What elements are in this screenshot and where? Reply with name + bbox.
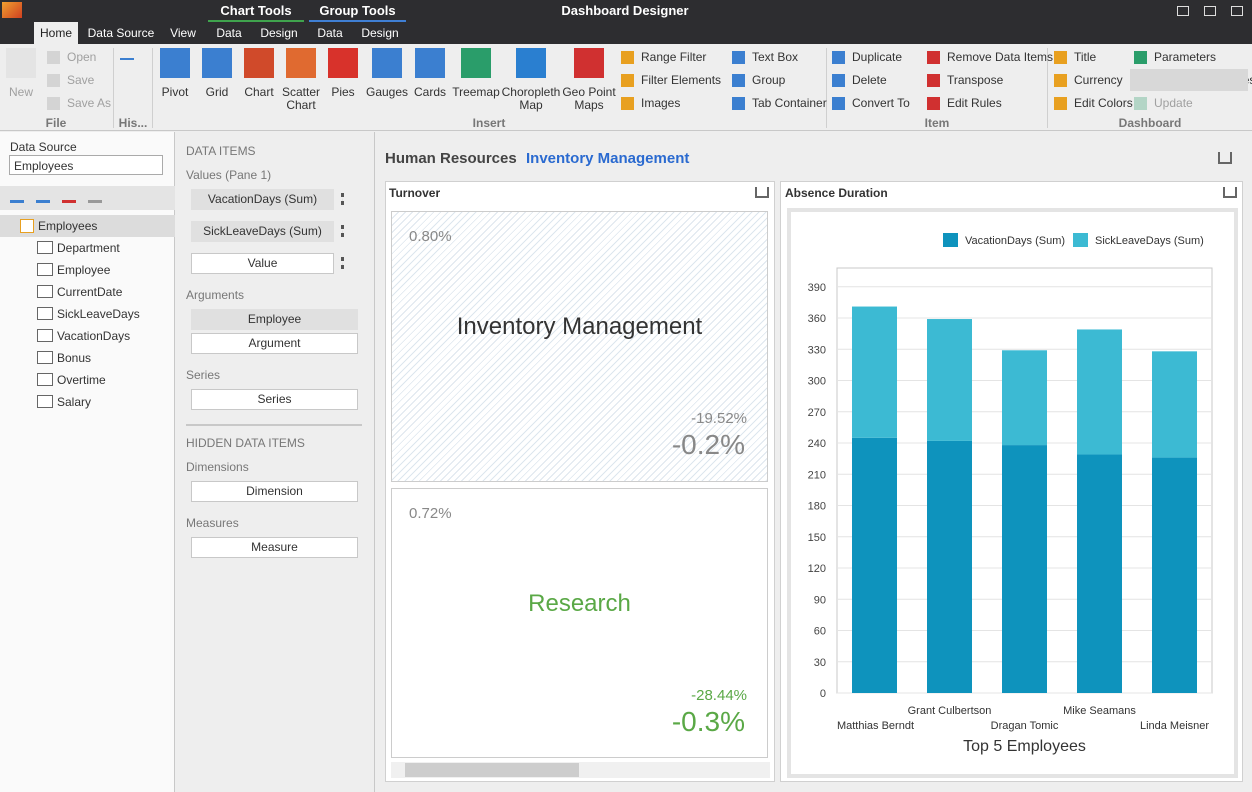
y-tick-label: 60 [814,626,826,638]
x-tick-label: Dragan Tomic [991,720,1059,732]
legend-swatch [1073,233,1088,247]
bar [1077,454,1122,693]
y-tick-label: 30 [814,657,826,669]
bar [1152,351,1197,457]
y-tick-label: 180 [808,501,826,513]
bar [1152,458,1197,693]
y-tick-label: 270 [808,407,826,419]
legend-label: VacationDays (Sum) [965,235,1065,247]
y-tick-label: 330 [808,344,826,356]
legend-swatch [943,233,958,247]
x-axis-title: Top 5 Employees [963,738,1086,755]
legend-label: SickLeaveDays (Sum) [1095,235,1204,247]
bar [927,441,972,693]
y-tick-label: 240 [808,438,826,450]
y-tick-label: 360 [808,313,826,325]
bar [852,438,897,693]
y-tick-label: 210 [808,469,826,481]
x-tick-label: Grant Culbertson [908,705,992,717]
y-tick-label: 120 [808,563,826,575]
y-tick-label: 90 [814,594,826,606]
chart-title: Absence Duration [785,186,888,200]
y-tick-label: 150 [808,532,826,544]
y-tick-label: 0 [820,688,826,700]
x-tick-label: Mike Seamans [1063,705,1136,717]
bar [927,319,972,441]
bar [852,307,897,438]
bar [1002,350,1047,445]
bar [1002,445,1047,693]
x-tick-label: Linda Meisner [1140,720,1209,732]
bar [1077,329,1122,454]
y-tick-label: 300 [808,376,826,388]
y-tick-label: 390 [808,282,826,294]
x-tick-label: Matthias Berndt [837,720,914,732]
